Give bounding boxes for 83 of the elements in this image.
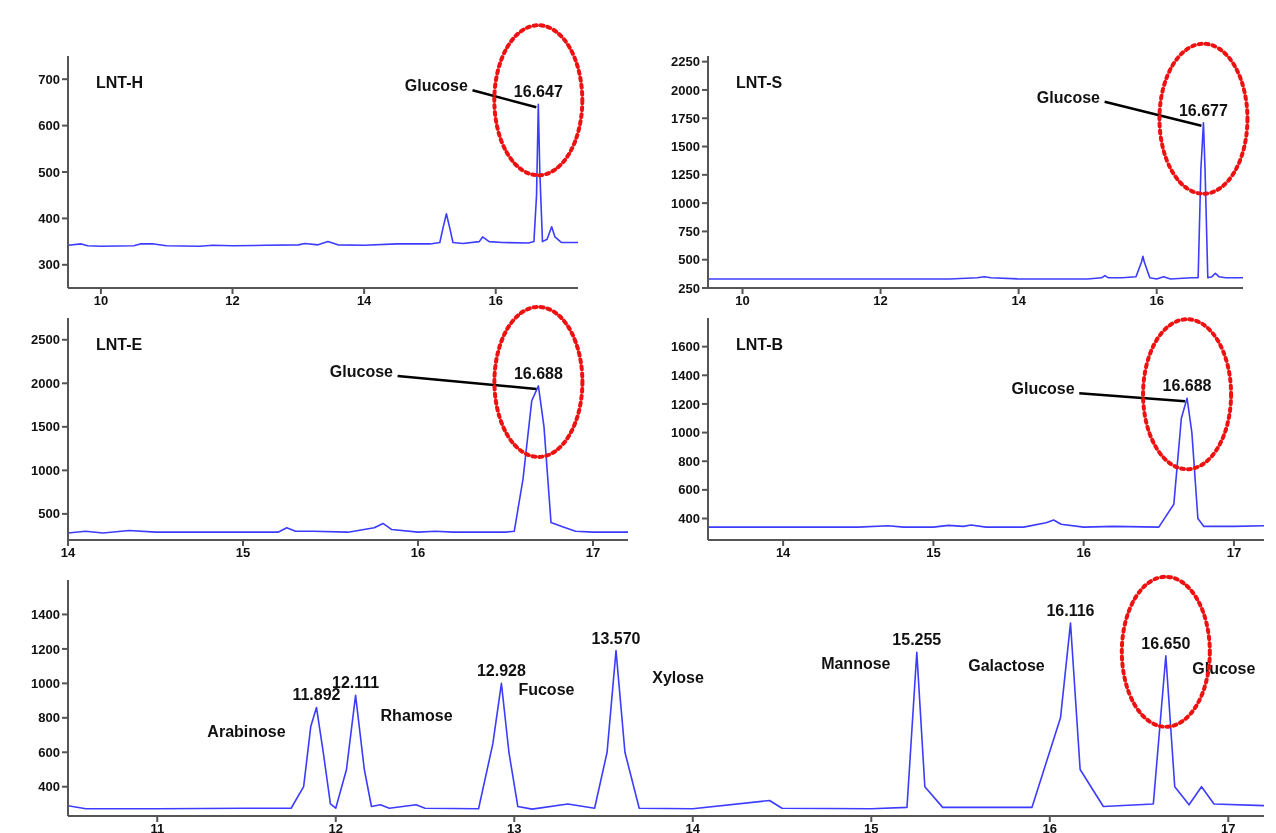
- y-tick-label: 400: [678, 511, 700, 527]
- x-tick-label: 17: [1221, 821, 1236, 833]
- annotation: 16.647: [513, 83, 563, 101]
- annotation: 16.688: [513, 364, 563, 382]
- annotation: Glucose: [1011, 380, 1075, 398]
- y-tick-label: 1400: [671, 367, 700, 383]
- text: LNT-S: [736, 74, 783, 91]
- y-tick-label: 1200: [31, 641, 60, 657]
- y-tick-label: 500: [678, 252, 700, 268]
- x-tick-label: 12: [328, 821, 343, 833]
- y-tick-label: 1750: [671, 110, 700, 126]
- annotation: 13.570: [591, 629, 641, 647]
- y-tick-label: 500: [38, 506, 60, 522]
- annotation: 12.928: [476, 662, 526, 680]
- y-tick-label: 1250: [671, 167, 700, 183]
- x-tick-label: 14: [356, 293, 373, 309]
- text: LNT-B: [736, 336, 784, 353]
- x-tick-label: 16: [1149, 293, 1164, 309]
- y-tick-label: 1000: [31, 462, 60, 478]
- annotation: 16.677: [1178, 101, 1229, 119]
- y-tick-label: 1000: [671, 425, 700, 441]
- x-tick-label: 16: [488, 293, 503, 309]
- annotation: Galactose: [968, 657, 1045, 675]
- annotation: Mannose: [821, 654, 891, 672]
- line-series: [708, 397, 1264, 528]
- y-tick-label: 1000: [31, 675, 60, 691]
- line-series: [68, 622, 1264, 810]
- y-tick-label: 2250: [671, 54, 700, 70]
- y-tick-label: 600: [678, 482, 700, 498]
- annotation: Glucose: [1036, 88, 1101, 107]
- line-series: [708, 121, 1243, 280]
- text: LNT-E: [96, 336, 143, 353]
- annotation: 16.688: [1162, 377, 1212, 395]
- y-tick-label: 1500: [31, 419, 60, 435]
- x-tick-label: 12: [225, 293, 240, 309]
- x-tick-label: 16: [1076, 545, 1091, 561]
- y-tick-label: 1000: [671, 195, 700, 211]
- y-tick-label: 700: [38, 71, 60, 87]
- y-tick-label: 2000: [31, 375, 60, 391]
- line-series: [68, 103, 578, 248]
- x-tick-label: 13: [507, 821, 522, 833]
- y-tick-label: 300: [38, 257, 60, 273]
- annotation: 15.255: [892, 631, 942, 649]
- x-tick-label: 14: [1011, 293, 1027, 309]
- y-tick-label: 800: [38, 710, 60, 726]
- y-tick-label: 1500: [671, 139, 700, 155]
- y-tick-label: 1400: [31, 607, 60, 623]
- y-tick-label: 1200: [671, 396, 700, 412]
- y-tick-label: 600: [38, 118, 60, 134]
- y-tick-label: 2500: [31, 332, 60, 348]
- annotation: Arabinose: [207, 722, 286, 740]
- x-tick-label: 17: [585, 545, 601, 561]
- y-tick-label: 2000: [671, 82, 700, 98]
- y-tick-label: 400: [38, 211, 60, 227]
- x-tick-label: 14: [685, 821, 701, 833]
- x-tick-label: 15: [926, 545, 941, 561]
- y-tick-label: 250: [678, 280, 700, 296]
- annotation: Fucose: [518, 680, 575, 698]
- annotation: Xylose: [652, 668, 704, 686]
- annotation: Glucose: [329, 363, 394, 381]
- x-tick-label: 10: [735, 293, 750, 309]
- y-tick-label: 400: [38, 779, 60, 795]
- x-tick-label: 14: [775, 545, 792, 561]
- annotation: Glucose: [404, 77, 468, 95]
- x-tick-label: 12: [873, 293, 888, 309]
- x-tick-label: 11: [150, 821, 165, 833]
- annotation: Rhamose: [380, 706, 453, 724]
- x-tick-label: 16: [410, 545, 426, 561]
- y-tick-label: 750: [678, 224, 700, 240]
- x-tick-label: 15: [864, 821, 879, 833]
- y-tick-label: 600: [38, 744, 60, 760]
- y-tick-label: 800: [678, 453, 700, 469]
- x-tick-label: 15: [235, 545, 251, 561]
- y-tick-label: 500: [38, 164, 60, 180]
- x-tick-label: 16: [1042, 821, 1058, 833]
- x-tick-label: 14: [60, 545, 76, 561]
- annotation: 16.650: [1141, 634, 1191, 652]
- line-series: [68, 385, 628, 534]
- text: LNT-H: [96, 74, 144, 91]
- y-tick-label: 1600: [671, 339, 700, 355]
- x-tick-label: 10: [93, 293, 109, 309]
- annotation: 16.116: [1046, 602, 1095, 620]
- x-tick-label: 17: [1226, 545, 1242, 561]
